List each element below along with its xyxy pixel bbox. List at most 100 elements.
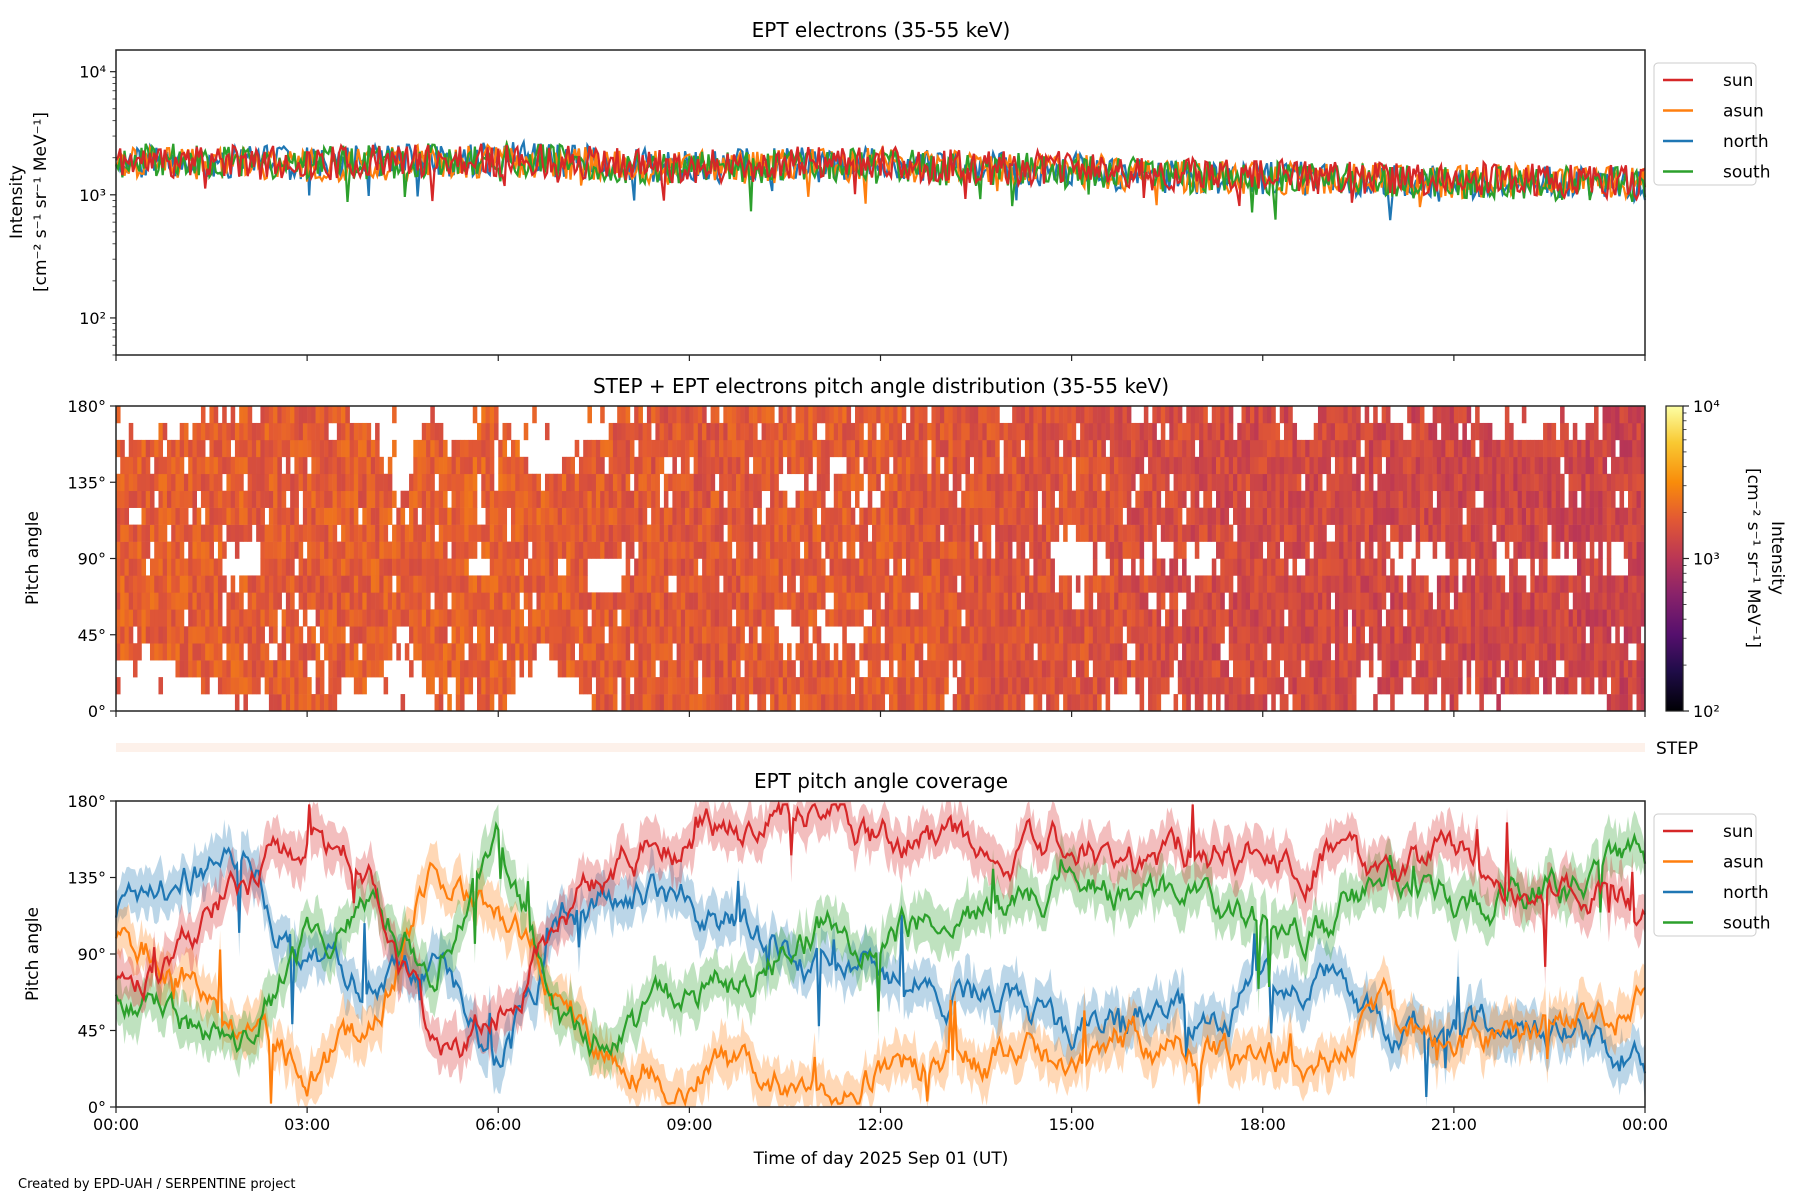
heatmap-cell <box>1326 626 1331 643</box>
heatmap-cell <box>1356 440 1361 457</box>
heatmap-cell <box>422 609 427 626</box>
heatmap-cell <box>855 677 860 694</box>
heatmap-cell <box>226 474 231 491</box>
heatmap-cell <box>953 406 958 423</box>
heatmap-cell <box>324 474 329 491</box>
heatmap-cell <box>396 559 401 576</box>
heatmap-cell <box>303 575 308 592</box>
heatmap-cell <box>1441 592 1446 609</box>
heatmap-cell <box>180 626 185 643</box>
heatmap-cell <box>579 525 584 542</box>
heatmap-cell <box>698 440 703 457</box>
heatmap-cell <box>779 592 784 609</box>
heatmap-cell <box>519 660 524 677</box>
heatmap-cell <box>129 542 134 559</box>
heatmap-cell <box>562 609 567 626</box>
heatmap-cell <box>1416 626 1421 643</box>
heatmap-cell <box>273 423 278 440</box>
heatmap-cell <box>885 525 890 542</box>
heatmap-cell <box>621 406 626 423</box>
heatmap-cell <box>290 508 295 525</box>
heatmap-cell <box>1522 660 1527 677</box>
heatmap-cell <box>197 474 202 491</box>
heatmap-cell <box>524 643 529 660</box>
heatmap-cell <box>957 677 962 694</box>
heatmap-cell <box>1216 677 1221 694</box>
heatmap-cell <box>290 626 295 643</box>
heatmap-cell <box>927 525 932 542</box>
heatmap-cell <box>953 559 958 576</box>
heatmap-cell <box>464 592 469 609</box>
heatmap-cell <box>1267 542 1272 559</box>
heatmap-cell <box>668 694 673 711</box>
heatmap-cell <box>634 643 639 660</box>
heatmap-cell <box>1471 542 1476 559</box>
heatmap-cell <box>647 440 652 457</box>
heatmap-cell <box>375 440 380 457</box>
heatmap-cell <box>294 508 299 525</box>
heatmap-cell <box>1458 525 1463 542</box>
heatmap-cell <box>494 609 499 626</box>
heatmap-cell <box>961 559 966 576</box>
heatmap-cell <box>677 677 682 694</box>
heatmap-cell <box>1343 457 1348 474</box>
heatmap-cell <box>1106 626 1111 643</box>
heatmap-cell <box>1458 592 1463 609</box>
heatmap-cell <box>715 491 720 508</box>
heatmap-cell <box>1101 440 1106 457</box>
heatmap-cell <box>664 626 669 643</box>
heatmap-cell <box>1059 423 1064 440</box>
heatmap-cell <box>1365 592 1370 609</box>
heatmap-cell <box>1050 423 1055 440</box>
heatmap-cell <box>1237 559 1242 576</box>
heatmap-cell <box>1208 694 1213 711</box>
heatmap-cell <box>214 559 219 576</box>
heatmap-cell <box>532 559 537 576</box>
heatmap-cell <box>1467 609 1472 626</box>
heatmap-cell <box>1369 525 1374 542</box>
heatmap-cell <box>774 542 779 559</box>
heatmap-cell <box>303 440 308 457</box>
heatmap-cell <box>435 440 440 457</box>
heatmap-cell <box>787 406 792 423</box>
heatmap-cell <box>1140 609 1145 626</box>
heatmap-cell <box>1131 423 1136 440</box>
heatmap-cell <box>1135 609 1140 626</box>
heatmap-cell <box>150 525 155 542</box>
heatmap-cell <box>1042 474 1047 491</box>
heatmap-cell <box>1339 491 1344 508</box>
heatmap-cell <box>1263 406 1268 423</box>
heatmap-cell <box>927 643 932 660</box>
heatmap-cell <box>1076 440 1081 457</box>
heatmap-cell <box>774 525 779 542</box>
heatmap-cell <box>1012 677 1017 694</box>
heatmap-cell <box>184 474 189 491</box>
heatmap-cell <box>1055 457 1060 474</box>
heatmap-cell <box>1441 508 1446 525</box>
heatmap-cell <box>940 491 945 508</box>
heatmap-cell <box>260 609 265 626</box>
heatmap-cell <box>171 542 176 559</box>
heatmap-cell <box>723 508 728 525</box>
heatmap-cell <box>1292 592 1297 609</box>
heatmap-cell <box>1309 592 1314 609</box>
heatmap-cell <box>1305 677 1310 694</box>
heatmap-cell <box>1271 440 1276 457</box>
heatmap-cell <box>1343 677 1348 694</box>
heatmap-cell <box>307 694 312 711</box>
heatmap-cell <box>1343 592 1348 609</box>
heatmap-cell <box>914 643 919 660</box>
heatmap-cell <box>439 592 444 609</box>
heatmap-cell <box>524 542 529 559</box>
heatmap-cell <box>1407 457 1412 474</box>
heatmap-cell <box>1246 609 1251 626</box>
heatmap-cell <box>766 542 771 559</box>
heatmap-cell <box>715 677 720 694</box>
heatmap-cell <box>460 694 465 711</box>
heatmap-cell <box>1059 406 1064 423</box>
heatmap-cell <box>830 609 835 626</box>
heatmap-cell <box>1250 457 1255 474</box>
heatmap-cell <box>1445 643 1450 660</box>
heatmap-cell <box>1182 677 1187 694</box>
heatmap-cell <box>413 491 418 508</box>
